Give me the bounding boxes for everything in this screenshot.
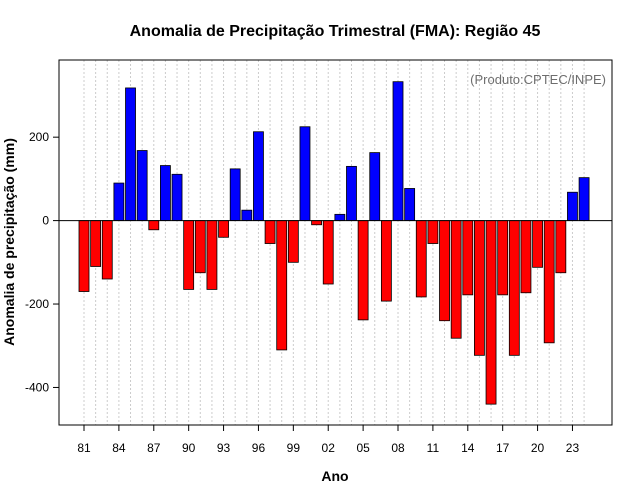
bar [474,220,485,356]
y-tick-label: -200 [25,297,49,311]
grid-lines [83,60,585,425]
bar [125,87,136,221]
bar [392,81,404,221]
bar [508,220,520,356]
chart-credit-annotation: (Produto:CPTEC/INPE) [470,72,606,87]
bar [264,220,276,244]
x-tick-label: 08 [391,441,405,455]
x-tick-label: 81 [77,441,91,455]
bar [380,220,392,302]
bar [346,165,357,222]
bar [148,220,160,231]
bar [485,220,497,405]
bar [543,220,555,344]
bar [78,220,90,292]
y-tick-label: -400 [25,380,49,394]
bar [311,220,323,226]
x-tick-label: 23 [566,441,580,455]
bar [415,220,427,298]
bar [218,220,229,238]
x-tick-label: 14 [461,441,475,455]
bar [450,220,462,339]
bar [497,220,509,296]
x-tick-label: 96 [252,441,266,455]
bars [78,81,590,405]
bar [578,177,590,222]
bar [253,131,264,221]
bar [404,188,416,221]
chart-title: Anomalia de Precipitação Trimestral (FMA… [130,23,541,40]
x-tick-label: 20 [531,441,545,455]
x-tick-label: 17 [496,441,510,455]
x-tick-label: 99 [287,441,301,455]
bar [322,220,334,285]
bar [369,152,381,221]
y-tick-label: 0 [42,214,49,228]
bar [194,220,206,274]
bar [229,168,241,221]
bar [287,220,299,263]
bar [171,173,183,222]
x-tick-label: 87 [147,441,161,455]
bar [299,126,311,221]
x-axis-title: Ano [321,468,348,484]
y-axis-title: Anomalia de precipitação (mm) [1,138,17,346]
bar [462,220,474,296]
x-tick-label: 93 [217,441,231,455]
x-tick-label: 84 [112,441,126,455]
bar [357,220,369,321]
bar [90,220,102,267]
bar [439,220,450,322]
bar [160,165,171,221]
bar [532,220,543,268]
bar [334,213,346,221]
bar [520,220,532,294]
y-tick-label: 200 [29,130,49,144]
x-tick-label: 90 [182,441,196,455]
bar [136,150,148,222]
bar [567,191,578,221]
bar [241,209,253,222]
bar [113,182,125,222]
plot-frame [58,59,613,426]
x-tick-label: 05 [356,441,370,455]
x-tick-label: 02 [322,441,336,455]
bar [276,220,288,351]
bar [427,220,439,244]
bar [555,220,567,274]
x-tick-label: 11 [427,441,440,455]
bar [101,220,113,280]
bar [183,220,195,290]
bar [206,220,218,290]
